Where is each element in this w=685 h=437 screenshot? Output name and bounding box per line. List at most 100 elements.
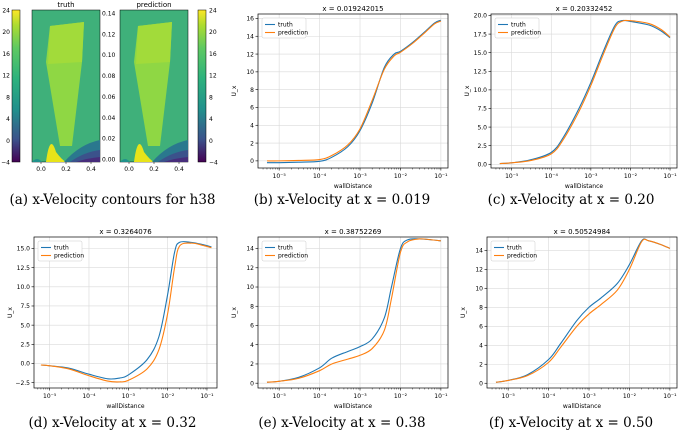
x-tick-label: 10⁻⁴ — [313, 173, 327, 180]
truth-ytick-label: 0.12 — [102, 31, 116, 38]
series-line-truth — [40, 240, 212, 380]
y-tick-label: 14 — [475, 247, 483, 254]
plot-frame — [486, 236, 678, 389]
legend-label-prediction: prediction — [278, 253, 308, 260]
series-line-prediction — [495, 238, 671, 383]
chart-panel-f: 10⁻⁵ 10⁻⁴ 10⁻³ 10⁻² 10⁻¹ 0 2 4 6 8 10 12 14 x = 0.505… — [457, 225, 685, 437]
y-tick-label: 4 — [479, 342, 483, 349]
x-tick-label: 10⁻³ — [353, 393, 367, 400]
x-tick-label: 10⁻² — [624, 173, 638, 180]
truth-jet — [46, 144, 66, 162]
y-tick-label: 8 — [479, 304, 483, 311]
x-tick-label: 10⁻⁴ — [542, 393, 556, 400]
x-tick-label: 10⁻¹ — [434, 173, 448, 180]
legend-label-prediction: prediction — [511, 30, 541, 37]
y-tick-label: 10.0 — [17, 284, 31, 291]
y-tick-label: 0 — [250, 158, 254, 165]
truth-ytick-label: 0.00 — [102, 157, 116, 164]
plot-frame — [33, 236, 218, 389]
x-tick-label: 10⁻¹ — [663, 393, 677, 400]
y-tick-label: 2 — [250, 140, 254, 147]
x-tick-label: 10⁻² — [161, 393, 175, 400]
y-tick-label: 5.0 — [20, 322, 30, 329]
colorbar-right-tick: 20 — [209, 29, 217, 36]
plot-frame — [490, 13, 678, 169]
y-tick-label: 10 — [246, 284, 254, 291]
y-tick-label: 10 — [246, 69, 254, 76]
legend-label-truth: truth — [54, 245, 69, 252]
y-tick-label: 5.0 — [477, 124, 487, 131]
chart-d: 10⁻⁵ 10⁻⁴ 10⁻³ 10⁻² 10⁻¹ −2.5 0.0 2.5 5.0 7.5 10.0… — [7, 228, 218, 410]
y-tick-label: 14 — [246, 33, 254, 40]
prediction-core-top — [136, 22, 172, 64]
truth-ytick-label: 0.14 — [102, 11, 116, 18]
y-tick-label: 15.0 — [474, 50, 488, 57]
y-tick-label: 10.0 — [474, 87, 488, 94]
chart-f: 10⁻⁵ 10⁻⁴ 10⁻³ 10⁻² 10⁻¹ 0 2 4 6 8 10 12 14 x = 0.505… — [460, 228, 678, 410]
y-tick-label: −2.5 — [15, 380, 30, 387]
contour-figure: 24 20 16 12 8 4 0 −4 24 20 16 12 8 4 0 −4 truth 0.0 0.2 0.4… — [1, 1, 218, 173]
y-tick-label: 4 — [250, 342, 254, 349]
x-tick-label: 10⁻³ — [353, 173, 367, 180]
chart-b: 10⁻⁵ 10⁻⁴ 10⁻³ 10⁻² 10⁻¹ 0 2 4 6 8 10 12 14 16 x = 0.0… — [231, 5, 449, 190]
colorbar-left-tick: 12 — [2, 73, 10, 80]
series-line-prediction — [266, 20, 442, 162]
colorbar-right-tick: 16 — [209, 51, 217, 58]
y-tick-label: 2 — [250, 361, 254, 368]
colorbar-left-tick: 16 — [2, 51, 10, 58]
legend-label-prediction: prediction — [507, 253, 537, 260]
caption-f: (f) x-Velocity at x = 0.50 — [488, 415, 654, 431]
caption-d: (d) x-Velocity at x = 0.32 — [28, 415, 197, 431]
y-axis-label: U_x — [231, 307, 238, 318]
x-tick-label: 10⁻⁴ — [313, 393, 327, 400]
plot-frame — [257, 13, 449, 169]
series-line-prediction — [499, 19, 671, 165]
prediction-jet — [134, 144, 154, 162]
y-tick-label: 12.5 — [474, 68, 488, 75]
colorbar-right-tick: −4 — [209, 160, 218, 167]
x-tick-label: 10⁻⁵ — [502, 393, 516, 400]
y-tick-label: 2.5 — [20, 342, 30, 349]
y-tick-label: 10 — [475, 285, 483, 292]
truth-core-top — [48, 22, 84, 64]
colorbar-left — [11, 9, 21, 163]
prediction-xtick-label: 0.2 — [149, 166, 159, 173]
legend-label-prediction: prediction — [278, 30, 308, 37]
truth-ytick-label: 0.02 — [102, 136, 116, 143]
x-axis-label: wallDistance — [334, 183, 372, 190]
x-tick-label: 10⁻⁴ — [82, 393, 96, 400]
colorbar-right-tick: 0 — [209, 138, 213, 145]
y-tick-label: 17.5 — [474, 31, 488, 38]
y-tick-label: 2 — [479, 361, 483, 368]
legend-label-truth: truth — [511, 22, 526, 29]
chart-panel-d: 10⁻⁵ 10⁻⁴ 10⁻³ 10⁻² 10⁻¹ −2.5 0.0 2.5 5.0 7.5 10.0… — [0, 225, 225, 437]
y-tick-label: 12.5 — [17, 265, 31, 272]
contour-panel: 24 20 16 12 8 4 0 −4 24 20 16 12 8 4 0 −4 truth 0.0 0.2 0.4… — [0, 0, 225, 215]
colorbar-left-tick: 4 — [6, 116, 10, 123]
y-tick-label: 6 — [250, 105, 254, 112]
x-tick-label: 10⁻² — [394, 393, 408, 400]
x-tick-label: 10⁻² — [394, 173, 408, 180]
colorbar-right-tick: 24 — [209, 8, 217, 15]
x-tick-label: 10⁻² — [623, 393, 637, 400]
x-tick-label: 10⁻⁵ — [273, 173, 287, 180]
truth-shear-3 — [76, 157, 100, 162]
prediction-shear-3 — [164, 157, 188, 162]
y-tick-label: 0 — [479, 380, 483, 387]
truth-ytick-label: 0.10 — [102, 52, 116, 59]
colorbar-right-tick: 8 — [209, 94, 213, 101]
chart-panel-b: 10⁻⁵ 10⁻⁴ 10⁻³ 10⁻² 10⁻¹ 0 2 4 6 8 10 12 14 16 x = 0.0… — [228, 0, 456, 215]
truth-xtick-label: 0.2 — [61, 166, 71, 173]
colorbar-left-tick: 20 — [2, 29, 10, 36]
series-line-prediction — [40, 242, 212, 383]
y-tick-label: 7.5 — [477, 106, 487, 113]
truth-xtick-label: 0.4 — [86, 166, 96, 173]
x-tick-label: 10⁻⁵ — [505, 173, 519, 180]
chart-title: x = 0.019242015 — [322, 5, 383, 13]
plot-frame — [257, 236, 449, 389]
colorbar-right-tick: 12 — [209, 73, 217, 80]
colorbar-right — [197, 9, 207, 163]
chart-title: x = 0.20332452 — [556, 5, 613, 13]
y-tick-label: 4 — [250, 122, 254, 129]
y-tick-label: 12 — [246, 51, 254, 58]
